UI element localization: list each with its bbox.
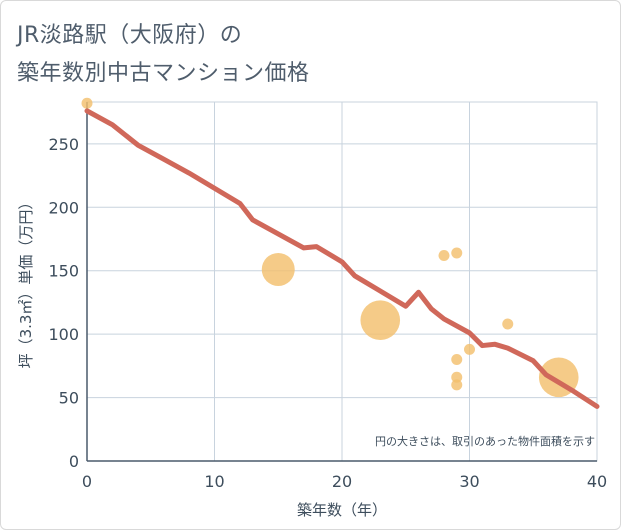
x-axis-label: 築年数（年） — [297, 501, 387, 519]
trend-line — [84, 108, 600, 409]
scatter-point — [261, 252, 295, 286]
scatter-point — [464, 343, 475, 355]
y-tick-label: 250 — [48, 135, 79, 154]
scatter-point — [451, 354, 463, 366]
scatter-point — [451, 247, 463, 259]
y-tick-label: 0 — [69, 452, 79, 471]
x-tick-label: 20 — [332, 472, 352, 491]
x-tick-label: 40 — [587, 472, 607, 491]
scatter-point — [451, 371, 463, 383]
x-tick-label: 30 — [459, 472, 479, 491]
y-tick-label: 100 — [48, 325, 79, 344]
y-tick-label: 150 — [48, 262, 79, 281]
scatter-point — [502, 318, 514, 330]
x-tick-label: 0 — [82, 472, 92, 491]
y-axis-label: 坪（3.3㎡）単価（万円） — [17, 195, 35, 369]
scatter-point — [451, 379, 463, 391]
scatter-point — [438, 249, 450, 261]
size-note: 円の大きさは、取引のあった物件面積を示す — [375, 434, 595, 448]
y-tick-label: 50 — [59, 389, 79, 408]
chart-title-line2: 築年数別中古マンション価格 — [17, 61, 310, 86]
y-tick-label: 200 — [48, 198, 79, 217]
chart-title-line1: JR淡路駅（大阪府）の — [17, 23, 243, 48]
scatter-point — [360, 300, 401, 340]
scatter-point — [81, 97, 93, 109]
x-tick-label: 10 — [204, 472, 224, 491]
